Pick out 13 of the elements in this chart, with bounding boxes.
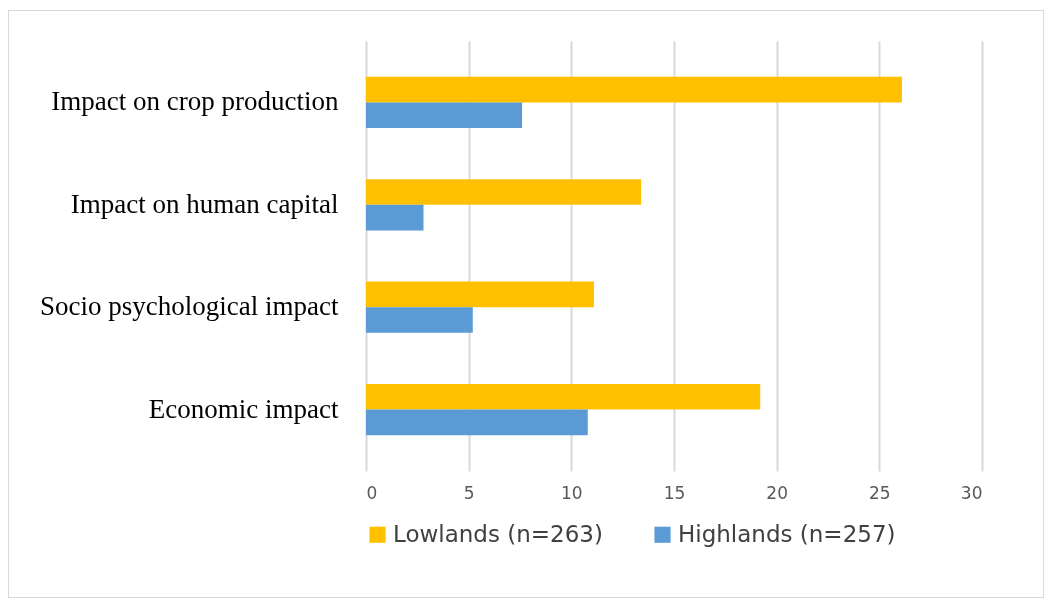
x-tick-label: 5 (463, 482, 475, 503)
y-tick-label: Impact on human capital (70, 188, 339, 219)
legend-label: Highlands (n=257) (678, 520, 896, 547)
legend-label: Lowlands (n=263) (393, 520, 603, 547)
x-tick-label: 15 (663, 482, 686, 503)
x-tick-label: 20 (766, 482, 788, 503)
y-tick-label: Socio psychological impact (40, 291, 339, 322)
x-tick-label: 30 (960, 482, 983, 503)
x-tick-label: 10 (561, 482, 583, 503)
x-tick-label: 25 (869, 482, 891, 503)
y-tick-label: Economic impact (148, 393, 339, 424)
x-tick-label: 0 (366, 482, 378, 503)
y-tick-label: Impact on crop production (51, 86, 339, 117)
